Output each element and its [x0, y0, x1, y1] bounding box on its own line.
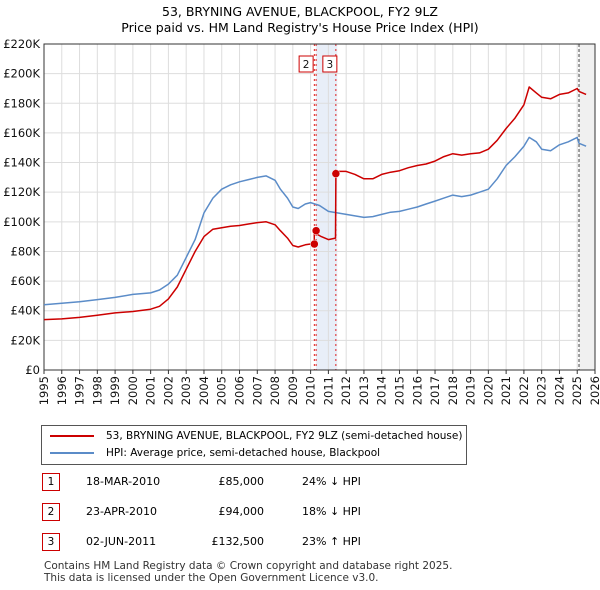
- sale-number-badge: 3: [42, 533, 60, 551]
- x-tick-label: 2017: [428, 376, 442, 405]
- x-tick-label: 2018: [446, 376, 460, 405]
- series-line-property: [43, 86, 587, 321]
- chart-subtitle: Price paid vs. HM Land Registry's House …: [121, 20, 479, 35]
- projection-region: [579, 44, 595, 370]
- marker-label: 2: [303, 59, 310, 71]
- sale-date: 23-APR-2010: [86, 505, 158, 518]
- y-tick-label: £140K: [3, 156, 40, 170]
- x-tick-label: 2021: [499, 376, 513, 405]
- sale-date: 18-MAR-2010: [86, 475, 161, 488]
- sale-row: 3 02-JUN-2011 £132,500 23% ↑ HPI: [42, 533, 462, 555]
- sale-number-badge: 2: [42, 503, 60, 521]
- x-tick-label: 1995: [37, 376, 51, 405]
- plot-frame: [43, 43, 596, 371]
- x-tick-label: 2010: [304, 376, 318, 405]
- series-line-hpi: [43, 136, 587, 306]
- y-tick-label: £60K: [11, 274, 41, 288]
- y-tick-label: £100K: [3, 215, 40, 229]
- x-tick-label: 2025: [570, 376, 584, 405]
- x-tick-label: 2002: [161, 376, 175, 405]
- x-tick-label: 2004: [197, 376, 211, 405]
- x-tick-label: 1997: [73, 376, 87, 405]
- marker-label-box: [298, 55, 314, 73]
- y-tick-label: £40K: [11, 304, 41, 318]
- footer-line-1: Contains HM Land Registry data © Crown c…: [44, 560, 453, 572]
- sale-point: [310, 239, 319, 249]
- x-tick-label: 2001: [144, 376, 158, 405]
- x-tick-label: 2011: [321, 376, 335, 405]
- x-tick-label: 2024: [552, 376, 566, 405]
- sale-hpi-diff: 23% ↑ HPI: [302, 535, 361, 548]
- sale-row: 2 23-APR-2010 £94,000 18% ↓ HPI: [42, 503, 462, 525]
- marker-label: 3: [327, 59, 334, 71]
- x-tick-label: 2000: [126, 376, 140, 405]
- x-tick-label: 2013: [357, 376, 371, 405]
- y-tick-label: £20K: [11, 333, 41, 347]
- sale-price: £94,000: [218, 505, 265, 518]
- chart-legend: 53, BRYNING AVENUE, BLACKPOOL, FY2 9LZ (…: [41, 425, 467, 465]
- sale-row: 1 18-MAR-2010 £85,000 24% ↓ HPI: [42, 473, 462, 495]
- sale-hpi-diff: 24% ↓ HPI: [302, 475, 361, 488]
- x-tick-label: 2008: [268, 376, 282, 405]
- sale-date: 02-JUN-2011: [86, 535, 157, 548]
- x-tick-label: 2015: [392, 376, 406, 405]
- y-tick-label: £120K: [3, 185, 40, 199]
- x-tick-label: 2012: [339, 376, 353, 405]
- chart-title: 53, BRYNING AVENUE, BLACKPOOL, FY2 9LZ: [162, 4, 438, 19]
- x-tick-label: 2005: [215, 376, 229, 405]
- legend-item-hpi: HPI: Average price, semi-detached house,…: [50, 446, 380, 460]
- x-tick-label: 2023: [535, 376, 549, 405]
- y-tick-label: £80K: [11, 244, 41, 258]
- legend-item-property: 53, BRYNING AVENUE, BLACKPOOL, FY2 9LZ (…: [50, 429, 462, 443]
- y-tick-label: £200K: [3, 67, 40, 81]
- x-tick-label: 2026: [588, 376, 600, 405]
- x-tick-label: 2007: [250, 376, 264, 405]
- x-tick-label: 2006: [233, 376, 247, 405]
- footer-line-2: This data is licensed under the Open Gov…: [44, 572, 379, 584]
- sale-point: [311, 226, 321, 235]
- sale-hpi-diff: 18% ↓ HPI: [302, 505, 361, 518]
- x-tick-label: 2022: [517, 376, 531, 405]
- y-tick-label: £0: [25, 363, 40, 377]
- sale-number-badge: 1: [42, 473, 60, 491]
- x-tick-label: 2014: [375, 376, 389, 405]
- x-tick-label: 1996: [55, 376, 69, 405]
- sale-price: £85,000: [218, 475, 265, 488]
- y-tick-label: £220K: [3, 37, 40, 51]
- sale-price: £132,500: [211, 535, 265, 548]
- x-tick-label: 2009: [286, 376, 300, 405]
- sale-point: [331, 169, 341, 178]
- sale-period-shade: [315, 44, 338, 370]
- marker-label-box: [322, 55, 338, 73]
- legend-label-property: 53, BRYNING AVENUE, BLACKPOOL, FY2 9LZ (…: [106, 430, 463, 442]
- legend-line-blue: [50, 452, 94, 454]
- x-tick-label: 2003: [179, 376, 193, 405]
- x-tick-label: 2020: [481, 376, 495, 405]
- price-chart: £0 £20K £40K £60K £80K £100K £120K £140K £160K £1…: [3, 37, 600, 405]
- x-tick-label: 2016: [410, 376, 424, 405]
- legend-line-red: [50, 435, 94, 437]
- x-tick-label: 1998: [90, 376, 104, 405]
- footer-attribution: Contains HM Land Registry data © Crown c…: [44, 560, 452, 584]
- x-tick-label: 1999: [108, 376, 122, 405]
- y-tick-label: £180K: [3, 96, 40, 110]
- y-tick-label: £160K: [3, 126, 40, 140]
- legend-label-hpi: HPI: Average price, semi-detached house,…: [106, 447, 381, 459]
- x-tick-label: 2019: [464, 376, 478, 405]
